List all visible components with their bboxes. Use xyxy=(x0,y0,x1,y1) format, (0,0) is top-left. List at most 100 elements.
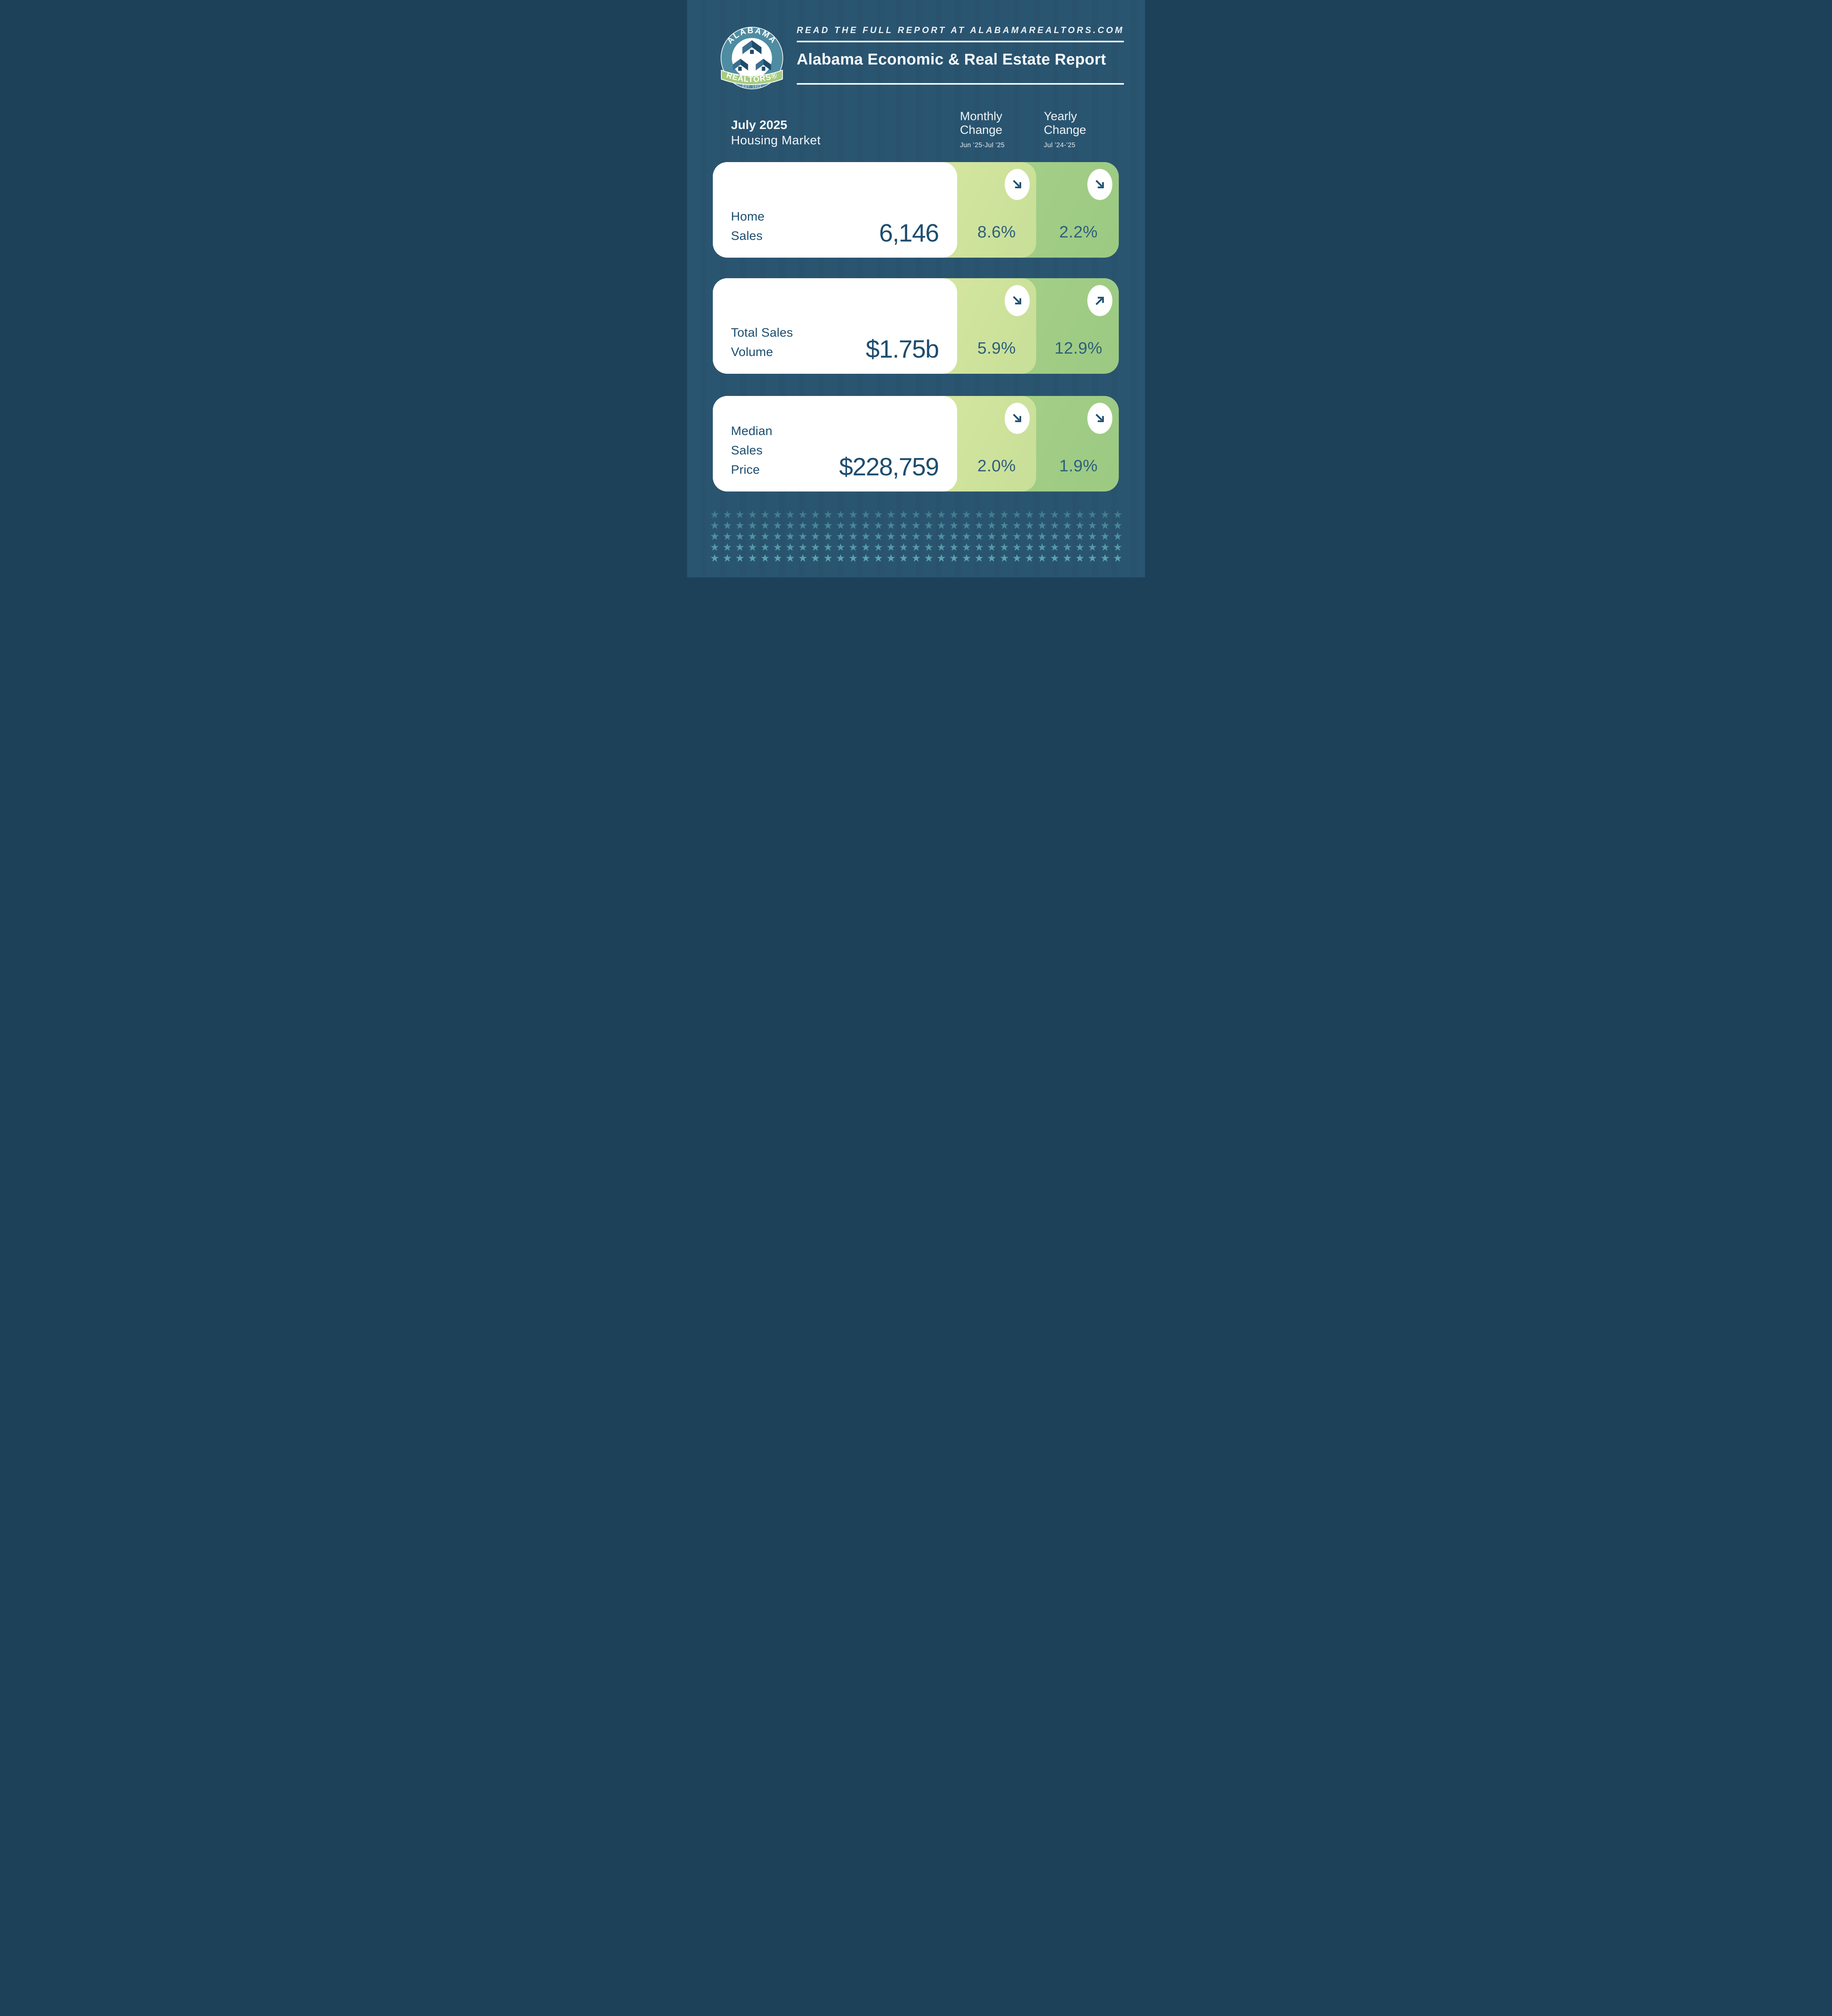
star-icon: ★ xyxy=(874,530,883,542)
star-icon: ★ xyxy=(974,508,984,521)
star-icon: ★ xyxy=(722,519,732,531)
star-icon: ★ xyxy=(1075,530,1085,542)
star-icon: ★ xyxy=(823,508,833,521)
star-icon: ★ xyxy=(1012,508,1022,521)
trend-bubble xyxy=(1005,403,1030,434)
trend-down-icon xyxy=(1012,180,1021,188)
star-icon: ★ xyxy=(1113,519,1122,531)
star-row: ★ ★ ★ ★ ★ ★ ★ ★ ★ ★ ★ ★ ★ ★ ★ ★ ★ ★ ★ ★ ★ ★ ★ ★ ★ ★ ★ ★ ★ ★ ★ ★ ★ xyxy=(710,542,1122,553)
star-icon: ★ xyxy=(810,530,820,542)
star-icon: ★ xyxy=(1100,530,1110,542)
star-icon: ★ xyxy=(1062,552,1072,564)
star-icon: ★ xyxy=(1100,552,1110,564)
star-icon: ★ xyxy=(911,530,921,542)
star-icon: ★ xyxy=(911,508,921,521)
star-row: ★ ★ ★ ★ ★ ★ ★ ★ ★ ★ ★ ★ ★ ★ ★ ★ ★ ★ ★ ★ ★ ★ ★ ★ ★ ★ ★ ★ ★ ★ ★ ★ ★ xyxy=(710,553,1122,564)
star-icon: ★ xyxy=(1024,519,1035,531)
star-icon: ★ xyxy=(1024,508,1035,521)
star-icon: ★ xyxy=(823,519,833,531)
star-icon: ★ xyxy=(1113,541,1122,553)
star-icon: ★ xyxy=(823,530,833,542)
star-icon: ★ xyxy=(1050,541,1060,553)
trend-down-icon xyxy=(1095,414,1104,422)
star-icon: ★ xyxy=(1088,508,1097,521)
metric-card: Home Sales 6,146 xyxy=(713,162,957,258)
star-icon: ★ xyxy=(937,541,946,553)
star-icon: ★ xyxy=(747,541,758,553)
star-icon: ★ xyxy=(1012,541,1022,553)
star-icon: ★ xyxy=(1075,552,1085,564)
star-icon: ★ xyxy=(974,552,984,564)
trend-down-icon xyxy=(1012,296,1021,304)
star-icon: ★ xyxy=(937,519,946,531)
metric-value: 6,146 xyxy=(879,219,939,248)
star-icon: ★ xyxy=(785,552,795,564)
star-icon: ★ xyxy=(735,530,745,542)
star-icon: ★ xyxy=(924,552,934,564)
yearly-change-value: 2.2% xyxy=(1059,223,1098,241)
star-icon: ★ xyxy=(773,530,783,542)
star-icon: ★ xyxy=(735,508,745,521)
yearly-change-subtitle: Jul ’24-’25 xyxy=(1044,142,1076,149)
star-icon: ★ xyxy=(861,519,871,531)
star-icon: ★ xyxy=(987,552,997,564)
header-tagline: READ THE FULL REPORT AT ALABAMAREALTORS.… xyxy=(797,25,1124,35)
star-icon: ★ xyxy=(810,519,820,531)
star-icon: ★ xyxy=(1037,508,1047,521)
star-icon: ★ xyxy=(987,519,997,531)
star-icon: ★ xyxy=(823,552,833,564)
monthly-change-title-line1: Monthly xyxy=(960,110,1003,123)
star-icon: ★ xyxy=(899,508,908,521)
star-icon: ★ xyxy=(861,508,871,521)
star-icon: ★ xyxy=(836,508,845,521)
star-icon: ★ xyxy=(1024,530,1035,542)
star-icon: ★ xyxy=(1050,519,1060,531)
star-icon: ★ xyxy=(1088,552,1097,564)
star-icon: ★ xyxy=(848,508,858,521)
star-icon: ★ xyxy=(937,530,946,542)
metric-row-median-sales-price: 1.9% 2.0% Median Sales Price $228,759 xyxy=(713,396,1119,492)
page-background: ALABAMA REALTORS® EST. 1922 READ THE FUL… xyxy=(687,0,1145,577)
star-icon: ★ xyxy=(886,541,896,553)
star-icon: ★ xyxy=(949,519,959,531)
monthly-change-value: 5.9% xyxy=(977,339,1016,357)
star-icon: ★ xyxy=(1062,508,1072,521)
star-icon: ★ xyxy=(874,519,883,531)
star-icon: ★ xyxy=(735,541,745,553)
star-icon: ★ xyxy=(722,508,732,521)
trend-up-icon xyxy=(1095,297,1104,305)
star-icon: ★ xyxy=(735,519,745,531)
star-icon: ★ xyxy=(798,552,808,564)
star-icon: ★ xyxy=(760,552,770,564)
star-icon: ★ xyxy=(710,508,720,521)
star-icon: ★ xyxy=(949,530,959,542)
star-icon: ★ xyxy=(861,552,871,564)
star-icon: ★ xyxy=(1088,541,1097,553)
star-icon: ★ xyxy=(874,541,883,553)
metric-row-home-sales: 2.2% 8.6% Home Sales 6,146 xyxy=(713,162,1119,258)
period-month: July 2025 xyxy=(731,118,787,132)
star-icon: ★ xyxy=(886,508,896,521)
metric-card: Total Sales Volume $1.75b xyxy=(713,278,957,374)
monthly-change-title-line2: Change xyxy=(960,123,1003,137)
page-title: Alabama Economic & Real Estate Report xyxy=(797,51,1106,68)
star-icon: ★ xyxy=(722,541,732,553)
metric-value: $1.75b xyxy=(866,335,939,364)
star-icon: ★ xyxy=(886,519,896,531)
star-icon: ★ xyxy=(999,508,1009,521)
logo-est-text: EST. 1922 xyxy=(742,83,762,88)
star-icon: ★ xyxy=(962,530,971,542)
star-icon: ★ xyxy=(1037,519,1047,531)
houses-icon xyxy=(733,40,771,71)
monthly-change-value: 8.6% xyxy=(977,223,1016,241)
metric-value: $228,759 xyxy=(839,453,939,481)
period-block: July 2025 Housing Market xyxy=(731,117,821,148)
star-icon: ★ xyxy=(836,541,845,553)
star-icon: ★ xyxy=(937,508,946,521)
star-icon: ★ xyxy=(886,552,896,564)
star-icon: ★ xyxy=(962,508,971,521)
star-icon: ★ xyxy=(1062,530,1072,542)
star-icon: ★ xyxy=(1037,541,1047,553)
monthly-change-subtitle: Jun ’25-Jul ’25 xyxy=(960,142,1005,149)
star-icon: ★ xyxy=(773,519,783,531)
